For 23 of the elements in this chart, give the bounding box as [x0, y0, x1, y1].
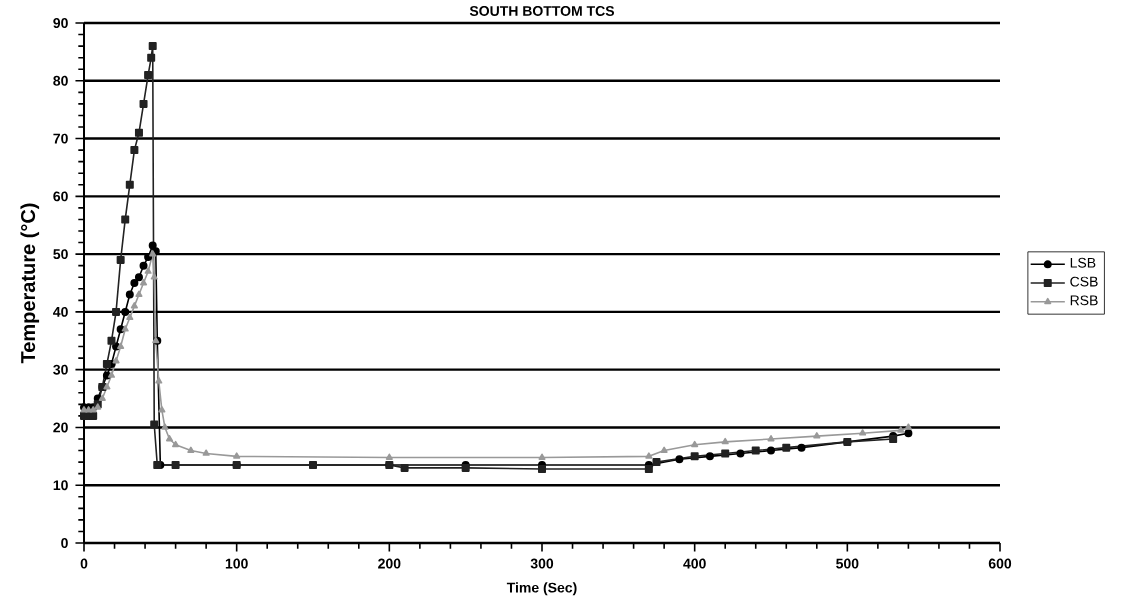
x-tick-label: 100: [225, 558, 248, 569]
y-axis-title: Temperature (°C): [20, 203, 40, 364]
x-tick-label: 0: [80, 558, 88, 569]
x-tick-label: 300: [530, 558, 554, 569]
y-tick-label: 60: [53, 191, 68, 202]
y-tick-label: 70: [53, 133, 68, 144]
x-tick-label: 400: [683, 558, 706, 569]
y-tick-label: 50: [53, 249, 68, 260]
x-tick-label: 200: [378, 558, 401, 569]
chart-title: SOUTH BOTTOM TCS: [469, 6, 615, 16]
y-tick-label: 90: [53, 18, 68, 28]
y-tick-label: 10: [53, 480, 68, 491]
x-tick-label: 600: [988, 558, 1012, 569]
y-tick-label: 40: [53, 306, 68, 317]
legend-label: CSB: [1070, 276, 1098, 287]
legend-label: LSB: [1070, 257, 1096, 268]
x-axis-title: Time (Sec): [506, 582, 577, 596]
x-tick-label: 500: [836, 558, 859, 569]
legend-label: RSB: [1070, 295, 1098, 306]
y-tick-label: 20: [53, 422, 68, 433]
y-tick-label: 0: [61, 538, 68, 548]
y-tick-label: 30: [53, 364, 68, 375]
y-tick-label: 80: [53, 75, 68, 86]
